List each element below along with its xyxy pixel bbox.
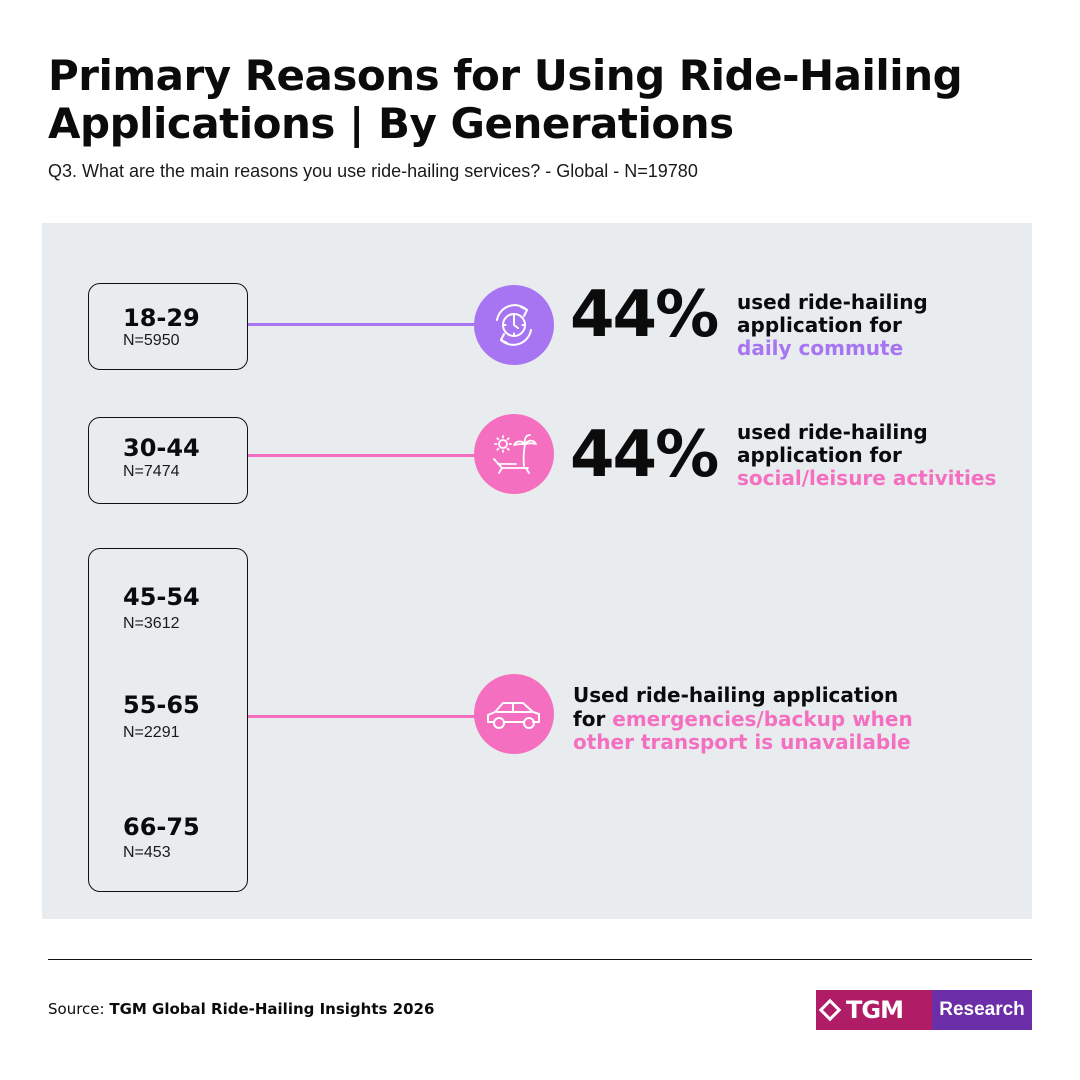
- source-label: Source:: [48, 1000, 105, 1018]
- logo-mark: TGM: [816, 990, 932, 1030]
- connector-line-commute: [248, 323, 478, 326]
- logo-text-tgm: TGM: [846, 996, 904, 1024]
- percentage-value: 44%: [570, 418, 719, 492]
- beach-lounger-icon: [474, 414, 554, 494]
- percentage-value: 44%: [570, 278, 719, 352]
- finding-highlight: daily commute: [737, 336, 904, 360]
- connector-line-leisure: [248, 454, 478, 457]
- source-value: TGM Global Ride-Hailing Insights 2026: [109, 1000, 435, 1018]
- finding-line-prefix: for: [573, 706, 613, 731]
- finding-line-wrap: for emergencies/backup when: [573, 706, 913, 732]
- finding-description: Used ride-hailing application for emerge…: [573, 683, 913, 755]
- age-label: 45-54: [123, 583, 200, 611]
- tgm-research-logo: TGM Research: [816, 990, 1032, 1030]
- finding-description: used ride-hailing application for social…: [737, 421, 996, 490]
- clock-cycle-icon: [474, 285, 554, 365]
- sample-size: N=2291: [123, 724, 180, 741]
- page-title: Primary Reasons for Using Ride-Hailing A…: [48, 51, 963, 148]
- age-label: 66-75: [123, 813, 200, 841]
- finding-highlight: social/leisure activities: [737, 466, 997, 490]
- sample-size: N=7474: [123, 463, 180, 480]
- source-note: Source: TGM Global Ride-Hailing Insights…: [48, 1000, 434, 1018]
- sample-size: N=5950: [123, 332, 180, 349]
- age-label: 55-65: [123, 691, 200, 719]
- connector-line-emergency: [248, 715, 478, 718]
- age-label: 30-44: [123, 434, 200, 462]
- logo-text-research: Research: [932, 990, 1032, 1030]
- finding-highlight: other transport is unavailable: [573, 730, 911, 754]
- age-group-box-18-29: [88, 283, 248, 370]
- footer-divider: [48, 959, 1032, 960]
- logo-diamond-icon: [818, 998, 842, 1022]
- finding-description: used ride-hailing application for daily …: [737, 291, 928, 360]
- survey-question: Q3. What are the main reasons you use ri…: [48, 161, 698, 181]
- sample-size: N=453: [123, 844, 171, 861]
- finding-highlight: emergencies/backup when: [612, 706, 913, 731]
- finding-line: Used ride-hailing application: [573, 683, 899, 707]
- finding-line: application for: [737, 443, 902, 467]
- car-icon: [474, 674, 554, 754]
- finding-line: application for: [737, 313, 902, 337]
- age-label: 18-29: [123, 304, 200, 332]
- age-group-box-30-44: [88, 417, 248, 504]
- finding-line: used ride-hailing: [737, 420, 928, 444]
- finding-line: used ride-hailing: [737, 290, 928, 314]
- sample-size: N=3612: [123, 615, 180, 632]
- age-group-box-45-75: [88, 548, 248, 892]
